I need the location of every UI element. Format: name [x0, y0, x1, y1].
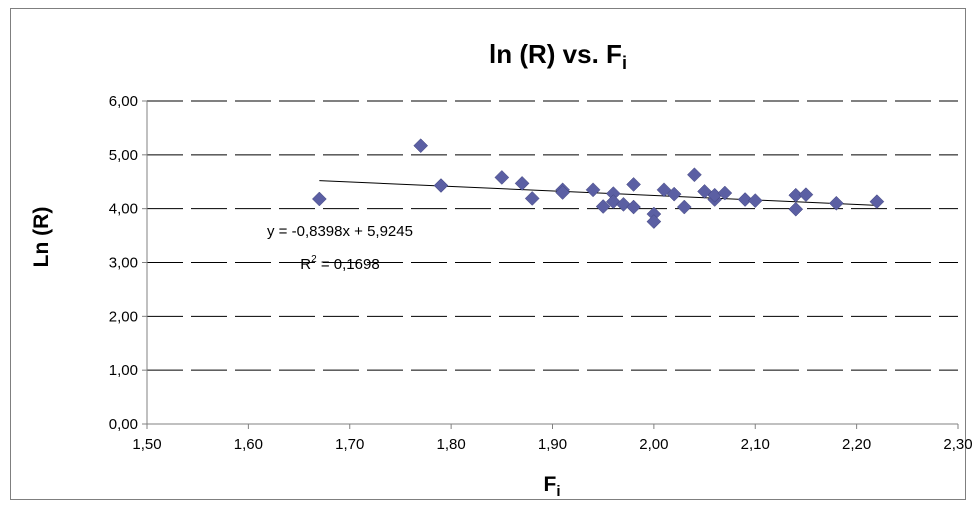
r-squared-prefix: R — [300, 256, 311, 273]
x-tick-labels: 1,50 1,60 1,70 1,80 1,90 2,00 2,10 2,20 2,30 — [132, 436, 972, 453]
r-squared-sup: 2 — [311, 254, 317, 265]
x-tick-label: 2,10 — [741, 436, 770, 453]
r-squared-value: = 0,1698 — [317, 256, 380, 273]
data-point — [869, 194, 885, 210]
data-point — [666, 186, 682, 202]
data-point — [747, 193, 763, 208]
x-tick-label: 1,50 — [132, 436, 161, 453]
data-point — [717, 185, 733, 201]
y-axis-title: Ln (R) — [30, 207, 53, 268]
data-point — [828, 195, 844, 211]
data-points — [311, 138, 885, 229]
x-tick-label: 1,90 — [538, 436, 567, 453]
y-tick-label: 0,00 — [109, 416, 138, 433]
trendline — [319, 180, 877, 206]
axes — [142, 100, 959, 429]
data-point — [687, 167, 702, 183]
data-point — [595, 199, 611, 214]
trendline-equation: y = -0,8398x + 5,9245 — [267, 223, 413, 240]
gridlines — [147, 100, 958, 371]
trendline-layer — [319, 180, 877, 206]
data-point — [737, 192, 753, 207]
y-tick-label: 4,00 — [109, 201, 138, 218]
data-point — [494, 170, 510, 185]
chart-title: ln (R) vs. Fi — [489, 39, 627, 73]
data-point — [413, 138, 429, 154]
x-tick-label: 1,60 — [234, 436, 263, 453]
data-point — [626, 177, 641, 192]
data-point — [433, 178, 449, 193]
data-point — [676, 199, 692, 215]
data-point — [514, 176, 530, 191]
x-tick-label: 2,00 — [639, 436, 668, 453]
data-point — [605, 194, 621, 210]
x-tick-label: 1,80 — [437, 436, 466, 453]
data-point — [555, 185, 570, 200]
y-tick-label: 5,00 — [109, 147, 138, 164]
data-point — [646, 214, 662, 229]
data-point — [788, 201, 804, 217]
x-axis-title-subscript: i — [556, 483, 560, 500]
data-point — [626, 199, 641, 215]
data-point — [616, 197, 631, 212]
data-point — [524, 191, 540, 206]
data-point — [798, 187, 814, 203]
y-tick-labels: 0,00 1,00 2,00 3,00 4,00 5,00 6,00 — [109, 93, 138, 433]
r-squared-label: R2 = 0,1698 — [300, 254, 379, 273]
y-tick-label: 2,00 — [109, 308, 138, 325]
y-tick-label: 6,00 — [109, 93, 138, 110]
data-point — [656, 182, 672, 198]
chart-frame — [10, 8, 966, 500]
chart-title-main: ln (R) vs. F — [489, 39, 622, 69]
y-tick-label: 3,00 — [109, 255, 138, 272]
x-axis-title: Fi — [544, 473, 561, 500]
x-axis-title-main: F — [544, 473, 557, 496]
data-point — [585, 182, 601, 198]
y-tick-label: 1,00 — [109, 362, 138, 379]
data-point — [311, 191, 327, 207]
chart-title-subscript: i — [622, 53, 627, 73]
x-tick-label: 2,30 — [943, 436, 972, 453]
x-tick-label: 2,20 — [842, 436, 871, 453]
x-tick-label: 1,70 — [335, 436, 364, 453]
